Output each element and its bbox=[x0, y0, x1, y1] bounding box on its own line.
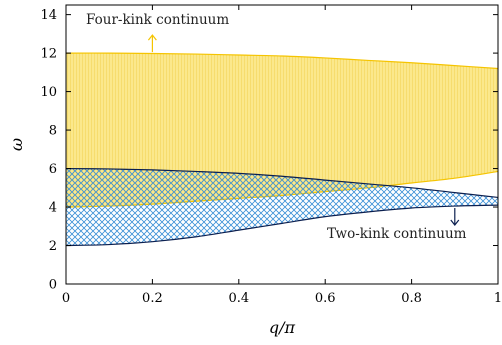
continuum-area bbox=[66, 168, 498, 246]
x-tick-label: 0.4 bbox=[228, 291, 249, 306]
annotation-label: Two-kink continuum bbox=[327, 226, 467, 242]
series-layer bbox=[65, 52, 499, 247]
x-axis-label: q/π bbox=[269, 318, 296, 337]
x-tick-label: 0.2 bbox=[142, 291, 163, 306]
x-tick-label: 0 bbox=[62, 291, 70, 306]
y-tick-label: 6 bbox=[49, 162, 57, 177]
arrow-head-icon bbox=[147, 34, 157, 41]
x-tick-label: 1 bbox=[494, 291, 502, 306]
upper-boundary-line bbox=[65, 167, 499, 199]
annotation-layer: Four-kink continuum Two-kink continuum bbox=[86, 12, 467, 242]
y-tick-label: 8 bbox=[49, 124, 57, 139]
x-tick-label: 0.8 bbox=[401, 291, 422, 306]
y-tick-label: 14 bbox=[40, 8, 57, 23]
annotation-four-kink: Four-kink continuum bbox=[86, 12, 229, 53]
lower-boundary-line bbox=[65, 204, 499, 247]
upper-boundary-line bbox=[65, 52, 499, 70]
y-tick-label: 12 bbox=[40, 47, 57, 62]
y-tick-label: 2 bbox=[49, 239, 57, 254]
plot-frame bbox=[65, 4, 499, 285]
annotation-two-kink: Two-kink continuum bbox=[327, 208, 467, 242]
y-tick-label: 4 bbox=[49, 201, 57, 216]
annotation-label: Four-kink continuum bbox=[86, 12, 229, 28]
y-axis-label: ω bbox=[7, 138, 26, 151]
y-tick-label: 10 bbox=[40, 85, 57, 100]
y-tick-label: 0 bbox=[49, 278, 57, 293]
x-tick-label: 0.6 bbox=[315, 291, 336, 306]
arrow-head-icon bbox=[450, 219, 460, 226]
series-two-kink bbox=[65, 167, 499, 247]
continuum-area bbox=[66, 53, 498, 208]
